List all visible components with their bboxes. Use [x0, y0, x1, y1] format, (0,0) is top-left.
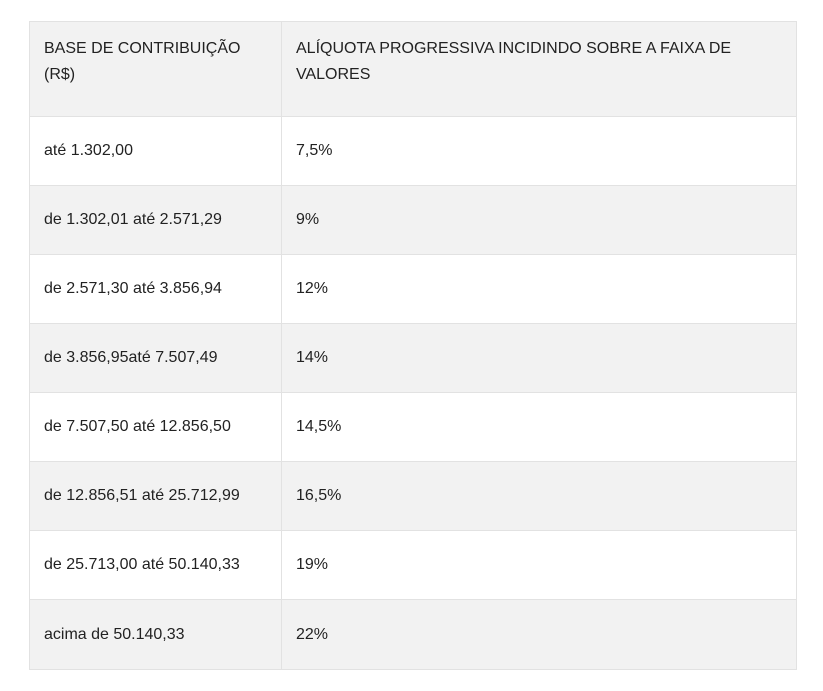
- contribution-range-cell: de 25.713,00 até 50.140,33: [29, 530, 282, 600]
- rate-cell: 22%: [281, 599, 797, 670]
- table-header-row: BASE DE CONTRIBUIÇÃO (R$) ALÍQUOTA PROGR…: [29, 21, 797, 117]
- table-row: de 12.856,51 até 25.712,99 16,5%: [29, 461, 797, 531]
- rate-cell: 14%: [281, 323, 797, 393]
- header-progressive-rate: ALÍQUOTA PROGRESSIVA INCIDINDO SOBRE A F…: [281, 21, 797, 117]
- contribution-range-cell: de 1.302,01 até 2.571,29: [29, 185, 282, 255]
- contribution-range-cell: de 2.571,30 até 3.856,94: [29, 254, 282, 324]
- rate-cell: 16,5%: [281, 461, 797, 531]
- table-row: até 1.302,00 7,5%: [29, 116, 797, 186]
- rate-cell: 9%: [281, 185, 797, 255]
- table-row: de 3.856,95até 7.507,49 14%: [29, 323, 797, 393]
- header-contribution-base: BASE DE CONTRIBUIÇÃO (R$): [29, 21, 282, 117]
- contribution-range-cell: de 3.856,95até 7.507,49: [29, 323, 282, 393]
- rate-cell: 7,5%: [281, 116, 797, 186]
- rate-cell: 12%: [281, 254, 797, 324]
- rate-cell: 19%: [281, 530, 797, 600]
- contribution-range-cell: até 1.302,00: [29, 116, 282, 186]
- table-row: de 7.507,50 até 12.856,50 14,5%: [29, 392, 797, 462]
- rate-cell: 14,5%: [281, 392, 797, 462]
- contribution-range-cell: acima de 50.140,33: [29, 599, 282, 670]
- table-row: acima de 50.140,33 22%: [29, 599, 797, 670]
- table-row: de 25.713,00 até 50.140,33 19%: [29, 530, 797, 600]
- contribution-range-cell: de 7.507,50 até 12.856,50: [29, 392, 282, 462]
- contribution-range-cell: de 12.856,51 até 25.712,99: [29, 461, 282, 531]
- table-row: de 1.302,01 até 2.571,29 9%: [29, 185, 797, 255]
- contribution-rate-table: BASE DE CONTRIBUIÇÃO (R$) ALÍQUOTA PROGR…: [29, 21, 797, 670]
- table-row: de 2.571,30 até 3.856,94 12%: [29, 254, 797, 324]
